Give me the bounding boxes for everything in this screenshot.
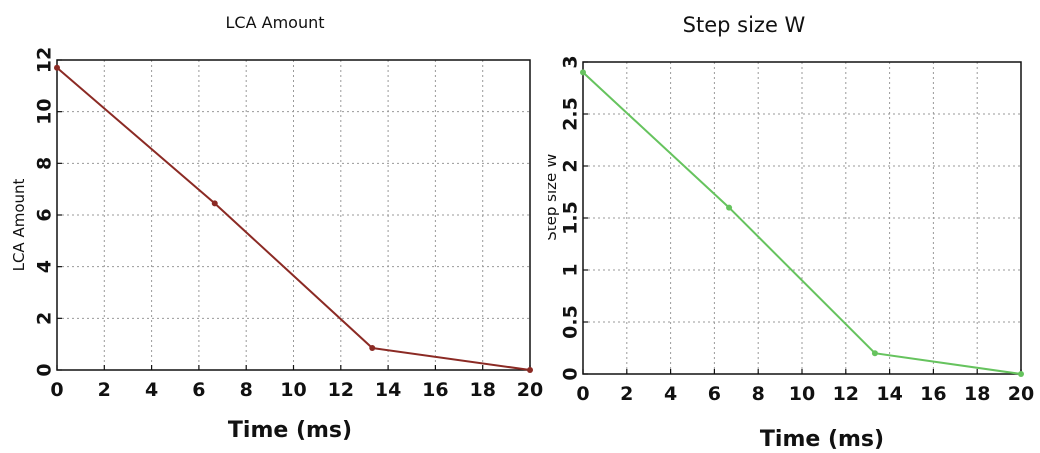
y-tick-label: 3 (560, 55, 582, 68)
chart-title: LCA Amount (226, 13, 325, 32)
x-tick-label: 2 (98, 379, 111, 401)
y-tick-label: 1.5 (560, 201, 582, 235)
data-point (580, 69, 586, 76)
data-point (54, 64, 60, 71)
x-tick-label: 4 (145, 379, 158, 401)
data-point (527, 367, 533, 373)
x-tick-label: 0 (50, 379, 63, 401)
lca-amount-chart-svg: 0 2 4 6 8 10 12 14 16 18 20 0 2 4 6 8 10 12 LCA Amount Time… (10, 13, 543, 443)
y-tick-label: 1 (560, 263, 582, 276)
x-tick-label: 8 (240, 379, 253, 401)
x-axis-label: Time (ms) (228, 418, 352, 443)
x-tick-label: 12 (328, 379, 354, 401)
x-tick-label: 10 (280, 379, 306, 401)
data-point (1018, 371, 1024, 377)
x-tick-label: 10 (789, 383, 815, 405)
chart-title: Step size W (683, 13, 806, 37)
y-axis-label: Step size W (548, 153, 560, 241)
x-tick-label: 4 (664, 383, 677, 405)
x-tick-label: 20 (1008, 383, 1034, 405)
step-size-chart: 0 2 4 6 8 10 12 14 16 18 20 0 0.5 1 1.5 2 2.5 3 Step size … (548, 0, 1040, 453)
y-tick-label: 12 (34, 47, 56, 73)
y-tick-label: 2 (560, 159, 582, 172)
data-point (369, 345, 376, 352)
x-tick-label: 18 (469, 379, 495, 401)
x-tick-label: 14 (375, 379, 401, 401)
y-tick-label: 0 (560, 367, 582, 380)
x-tick-label: 6 (192, 379, 205, 401)
step-size-chart-svg: 0 2 4 6 8 10 12 14 16 18 20 0 0.5 1 1.5 2 2.5 3 Step size … (548, 13, 1034, 452)
data-point (726, 204, 733, 211)
y-tick-label: 6 (34, 208, 56, 221)
x-tick-label: 20 (517, 379, 543, 401)
y-tick-label: 2 (34, 312, 56, 325)
y-tick-label: 0 (34, 363, 56, 376)
series-line (582, 71, 1022, 375)
y-tick-label: 4 (34, 260, 56, 273)
x-tick-label: 2 (620, 383, 633, 405)
y-tick-label: 10 (34, 98, 56, 124)
x-tick-label: 16 (422, 379, 448, 401)
series-line (56, 66, 531, 371)
x-tick-label: 8 (752, 383, 765, 405)
x-tick-label: 6 (708, 383, 721, 405)
x-tick-label: 18 (964, 383, 990, 405)
x-tick-label: 14 (876, 383, 902, 405)
x-tick-label: 16 (920, 383, 946, 405)
y-tick-label: 0.5 (560, 305, 582, 339)
x-tick-label: 0 (576, 383, 589, 405)
data-point (211, 200, 218, 207)
y-axis-label: LCA Amount (10, 178, 28, 271)
x-tick-label: 12 (833, 383, 859, 405)
x-axis-label: Time (ms) (760, 427, 884, 452)
y-tick-label: 2.5 (560, 97, 582, 131)
y-tick-label: 8 (34, 157, 56, 170)
lca-amount-chart: 0 2 4 6 8 10 12 14 16 18 20 0 2 4 6 8 10 12 LCA Amount Time… (10, 13, 543, 443)
data-point (871, 350, 878, 357)
